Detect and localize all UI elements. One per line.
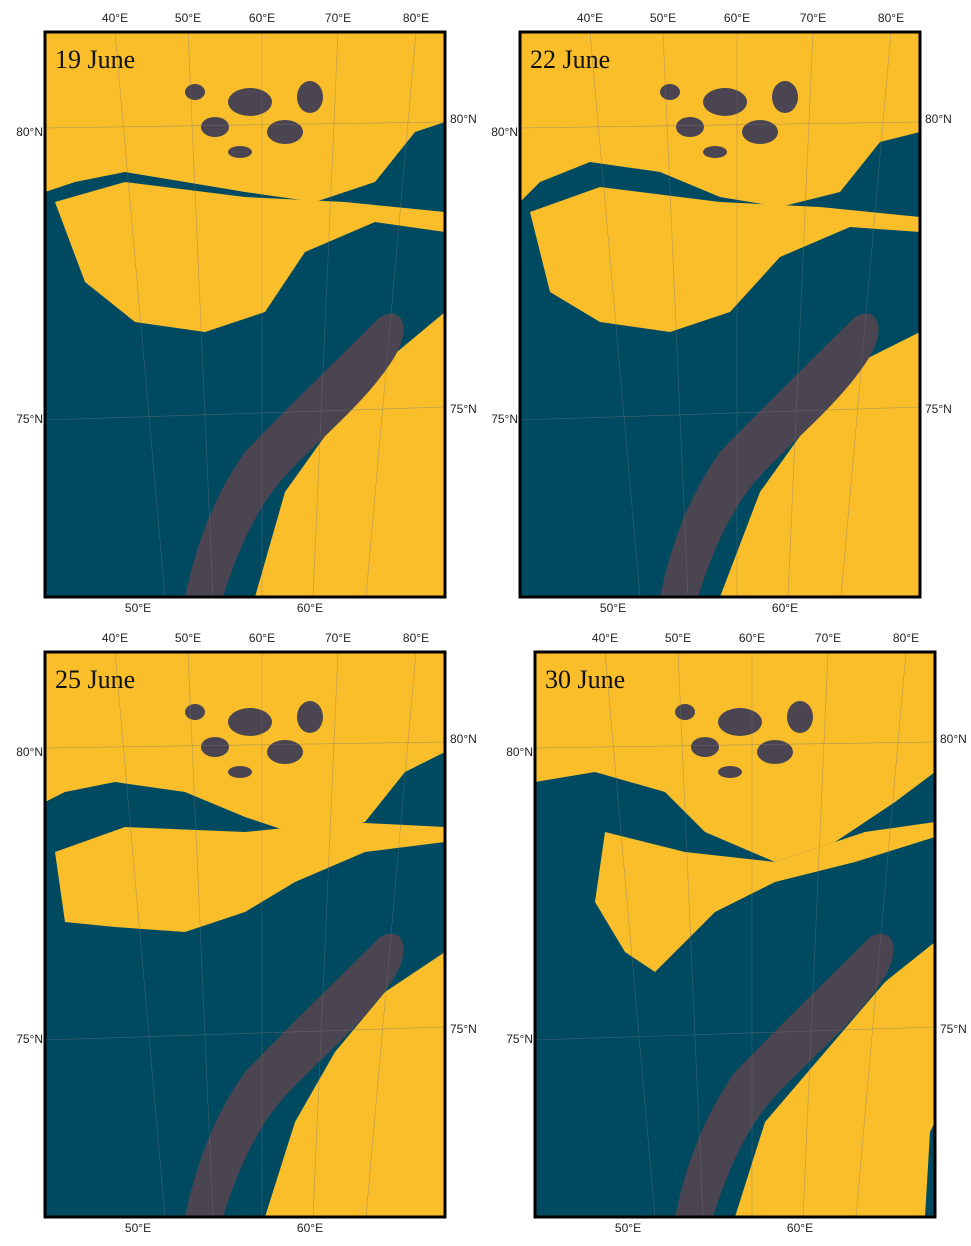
longitude-label: 80°E [878, 11, 904, 25]
graticule [534, 741, 936, 749]
graticule [589, 31, 641, 598]
graticule [187, 651, 214, 1218]
longitude-label: 40°E [592, 631, 618, 645]
graticule [44, 1026, 446, 1041]
sea-ice [530, 187, 920, 332]
panel-date-label: 30 June [545, 665, 625, 694]
sea-ice [255, 312, 445, 597]
map-panel: 30 June 40°E 50°E 60°E 70°E 80°E 80°N 75°N 80°N 7… [506, 631, 967, 1235]
latitude-label: 75°N [506, 1032, 533, 1046]
longitude-label: 80°E [893, 631, 919, 645]
latitude-label: 80°N [450, 112, 477, 126]
map-panel: 25 June 40°E 50°E 60°E 70°E 80°E 80°N 75°N 80°N 7… [16, 631, 477, 1235]
longitude-label: 50°E [175, 11, 201, 25]
longitude-label: 60°E [787, 1221, 813, 1235]
panel-date-label: 25 June [55, 665, 135, 694]
longitude-label: 60°E [297, 1221, 323, 1235]
latitude-label: 80°N [925, 112, 952, 126]
longitude-label: 50°E [650, 11, 676, 25]
longitude-label: 50°E [665, 631, 691, 645]
graticule [604, 651, 656, 1218]
graticule [855, 651, 907, 1218]
longitude-label: 70°E [800, 11, 826, 25]
latitude-label: 75°N [16, 1032, 43, 1046]
graticule [519, 406, 921, 421]
graticule [44, 121, 446, 129]
longitude-label: 60°E [297, 601, 323, 615]
longitude-label: 70°E [325, 11, 351, 25]
longitude-label: 40°E [102, 631, 128, 645]
longitude-label: 50°E [175, 631, 201, 645]
sea-ice [55, 822, 445, 932]
latitude-label: 75°N [450, 1022, 477, 1036]
graticule [802, 651, 829, 1218]
longitude-label: 80°E [403, 631, 429, 645]
longitude-label: 70°E [325, 631, 351, 645]
graticule [312, 31, 339, 598]
map-panel: 19 June 40°E 50°E 60°E 70°E 80°E 80°N 75°N 80°N 7… [16, 11, 477, 615]
panel-date-label: 22 June [530, 45, 610, 74]
graticule [44, 406, 446, 421]
latitude-label: 80°N [16, 125, 43, 139]
sea-ice [720, 332, 920, 597]
graticule [365, 651, 417, 1218]
map-frame [43, 650, 447, 1219]
map-frame [533, 650, 937, 1219]
latitude-label: 80°N [491, 125, 518, 139]
longitude-label: 60°E [249, 631, 275, 645]
graticule [114, 31, 166, 598]
graticule [787, 31, 814, 598]
longitude-label: 50°E [615, 1221, 641, 1235]
longitude-label: 50°E [600, 601, 626, 615]
panel-date-label: 19 June [55, 45, 135, 74]
latitude-label: 80°N [450, 732, 477, 746]
latitude-label: 80°N [940, 732, 967, 746]
sea-ice [45, 32, 445, 202]
graticule [677, 651, 704, 1218]
longitude-label: 80°E [403, 11, 429, 25]
sea-ice [595, 822, 935, 972]
sea-ice [45, 652, 445, 837]
longitude-label: 60°E [739, 631, 765, 645]
longitude-label: 40°E [102, 11, 128, 25]
graticule [44, 741, 446, 749]
sea-ice [265, 952, 445, 1217]
longitude-label: 70°E [815, 631, 841, 645]
latitude-label: 75°N [16, 412, 43, 426]
map-frame [518, 30, 922, 599]
graticule [519, 121, 921, 129]
longitude-label: 40°E [577, 11, 603, 25]
longitude-label: 50°E [125, 1221, 151, 1235]
sea-ice [735, 942, 935, 1217]
graticule [187, 31, 214, 598]
latitude-label: 80°N [16, 745, 43, 759]
map-frame [43, 30, 447, 599]
longitude-label: 60°E [724, 11, 750, 25]
sea-ice [520, 32, 920, 207]
longitude-label: 50°E [125, 601, 151, 615]
graticule [312, 651, 339, 1218]
longitude-label: 60°E [249, 11, 275, 25]
map-panel: 22 June 40°E 50°E 60°E 70°E 80°E 80°N 75°N 80°N 7… [491, 11, 952, 615]
longitude-label: 60°E [772, 601, 798, 615]
latitude-label: 75°N [925, 402, 952, 416]
graticule [114, 651, 166, 1218]
graticule [534, 1026, 936, 1041]
graticule [365, 31, 417, 598]
latitude-label: 80°N [506, 745, 533, 759]
sea-ice [55, 182, 445, 332]
latitude-label: 75°N [450, 402, 477, 416]
latitude-label: 75°N [940, 1022, 967, 1036]
sea-ice [535, 652, 935, 862]
graticule [840, 31, 892, 598]
latitude-label: 75°N [491, 412, 518, 426]
graticule [662, 31, 689, 598]
